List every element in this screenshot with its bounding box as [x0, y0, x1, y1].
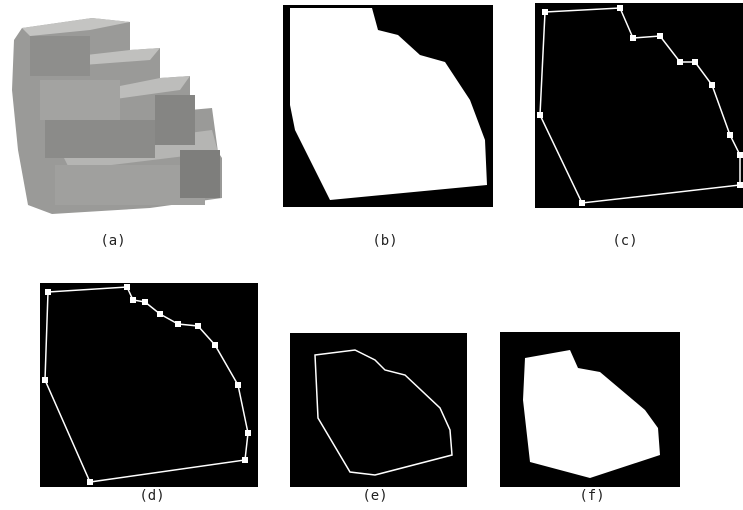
vertex [130, 297, 136, 303]
vertex [242, 457, 248, 463]
vertex [677, 59, 683, 65]
vertex [657, 33, 663, 39]
photo-a [12, 18, 222, 214]
vertex [142, 299, 148, 305]
panel-label: (c) [612, 233, 637, 249]
panel-label: (e) [362, 488, 387, 504]
panel-label: (a) [100, 233, 125, 249]
vertex [537, 112, 543, 118]
vertex [542, 9, 548, 15]
panel-label: (f) [579, 488, 604, 504]
vertex [195, 323, 201, 329]
panel-d [40, 283, 258, 487]
vertex [737, 182, 743, 188]
vertex [579, 200, 585, 206]
vertex [727, 132, 733, 138]
vertex [45, 289, 51, 295]
vertex [235, 382, 241, 388]
panel-label: (b) [372, 233, 397, 249]
vertex [42, 377, 48, 383]
vertex [630, 35, 636, 41]
vertex [617, 5, 623, 11]
figure: (a) (b) (c) (d) (e) (f) [0, 0, 743, 510]
panel-c [535, 3, 743, 208]
vertex [737, 152, 743, 158]
vertex [87, 479, 93, 485]
vertex [175, 321, 181, 327]
vertex [709, 82, 715, 88]
vertex [692, 59, 698, 65]
vertex [212, 342, 218, 348]
panel-label: (d) [139, 488, 164, 504]
vertex [124, 284, 130, 290]
vertex [245, 430, 251, 436]
vertex [157, 311, 163, 317]
